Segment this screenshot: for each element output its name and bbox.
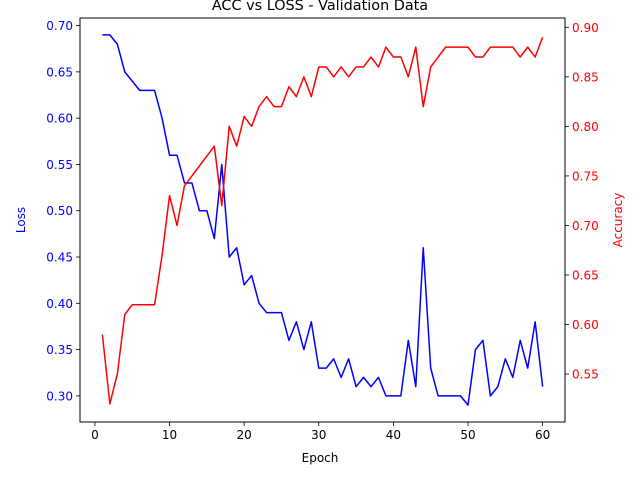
y-right-tick-label: 0.75 bbox=[572, 169, 599, 183]
chart-title: ACC vs LOSS - Validation Data bbox=[212, 0, 428, 14]
y-left-tick-label: 0.50 bbox=[46, 204, 73, 218]
x-tick-label: 10 bbox=[162, 428, 177, 442]
y-right-tick-label: 0.65 bbox=[572, 268, 599, 282]
loss-line bbox=[102, 34, 544, 406]
x-tick-label: 50 bbox=[460, 428, 475, 442]
y-right-tick-label: 0.60 bbox=[572, 318, 599, 332]
y-axis-left: 0.30 0.35 0.40 0.45 0.50 0.55 0.60 0.65 0.70 bbox=[46, 19, 80, 403]
series-layer bbox=[101, 34, 544, 406]
y-left-tick-label: 0.70 bbox=[46, 19, 73, 33]
x-axis-label: Epoch bbox=[302, 451, 339, 465]
y-left-tick-label: 0.60 bbox=[46, 112, 73, 126]
accuracy-line bbox=[101, 36, 544, 405]
x-tick-label: 20 bbox=[237, 428, 252, 442]
y-right-tick-label: 0.70 bbox=[572, 219, 599, 233]
x-tick-label: 40 bbox=[386, 428, 401, 442]
y-right-tick-label: 0.90 bbox=[572, 21, 599, 35]
y-left-tick-label: 0.35 bbox=[46, 343, 73, 357]
y-left-tick-label: 0.65 bbox=[46, 65, 73, 79]
x-tick-label: 0 bbox=[91, 428, 99, 442]
y-left-tick-label: 0.40 bbox=[46, 297, 73, 311]
x-axis: 0 10 20 30 40 50 60 bbox=[91, 422, 550, 442]
y-axis-right: 0.55 0.60 0.65 0.70 0.75 0.80 0.85 0.90 bbox=[565, 21, 599, 382]
y-right-tick-label: 0.80 bbox=[572, 120, 599, 134]
y-axis-right-label: Accuracy bbox=[611, 193, 625, 248]
y-left-tick-label: 0.30 bbox=[46, 389, 73, 403]
y-axis-left-label: Loss bbox=[14, 207, 28, 233]
y-right-tick-label: 0.85 bbox=[572, 70, 599, 84]
y-left-tick-label: 0.45 bbox=[46, 251, 73, 265]
y-left-tick-label: 0.55 bbox=[46, 158, 73, 172]
x-tick-label: 30 bbox=[311, 428, 326, 442]
plot-frame bbox=[79, 17, 566, 423]
y-right-tick-label: 0.55 bbox=[572, 368, 599, 382]
x-tick-label: 60 bbox=[535, 428, 550, 442]
